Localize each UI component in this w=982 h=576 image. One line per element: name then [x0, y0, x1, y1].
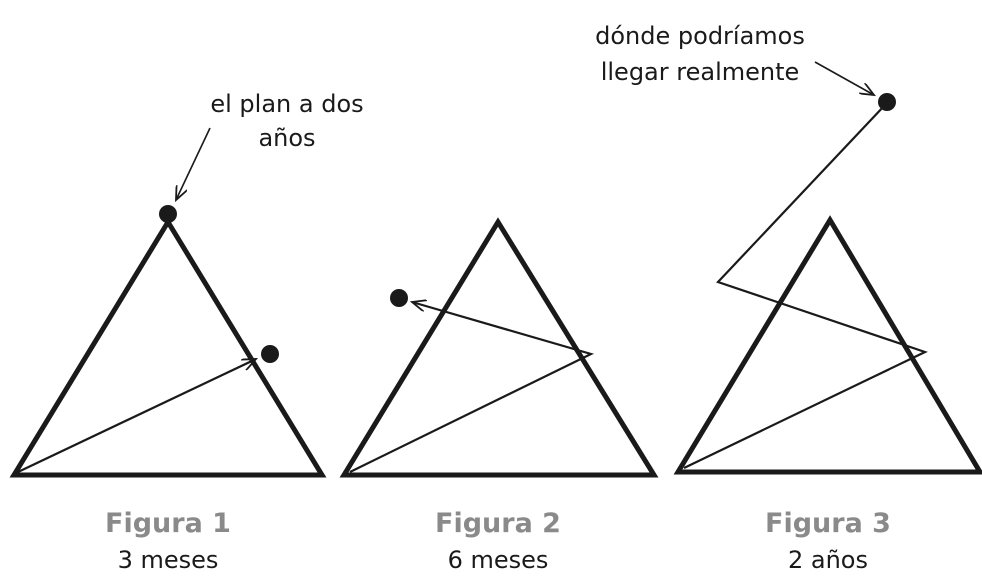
dot — [878, 93, 896, 111]
triangle — [9, 217, 327, 478]
annotation-text: años — [258, 124, 315, 152]
dot — [390, 289, 408, 307]
annotation-text: el plan a dos — [210, 90, 363, 118]
dot — [261, 345, 279, 363]
annotation-arrow — [176, 127, 211, 200]
figure-subtitle: 2 años — [788, 546, 868, 574]
triangle — [339, 217, 659, 478]
path-line — [683, 104, 928, 469]
annotation-text: dónde podríamos — [595, 22, 805, 50]
annotation-arrow — [814, 61, 874, 95]
figure-title: Figura 1 — [105, 508, 231, 539]
figure-title: Figura 3 — [765, 508, 891, 539]
triangle — [673, 215, 982, 475]
annotation-text: llegar realmente — [601, 58, 800, 86]
path-arrow — [349, 302, 595, 473]
dot — [159, 205, 177, 223]
path-arrow — [17, 358, 256, 473]
figure-title: Figura 2 — [435, 508, 561, 539]
figure-subtitle: 6 meses — [448, 546, 549, 574]
figure-subtitle: 3 meses — [118, 546, 219, 574]
